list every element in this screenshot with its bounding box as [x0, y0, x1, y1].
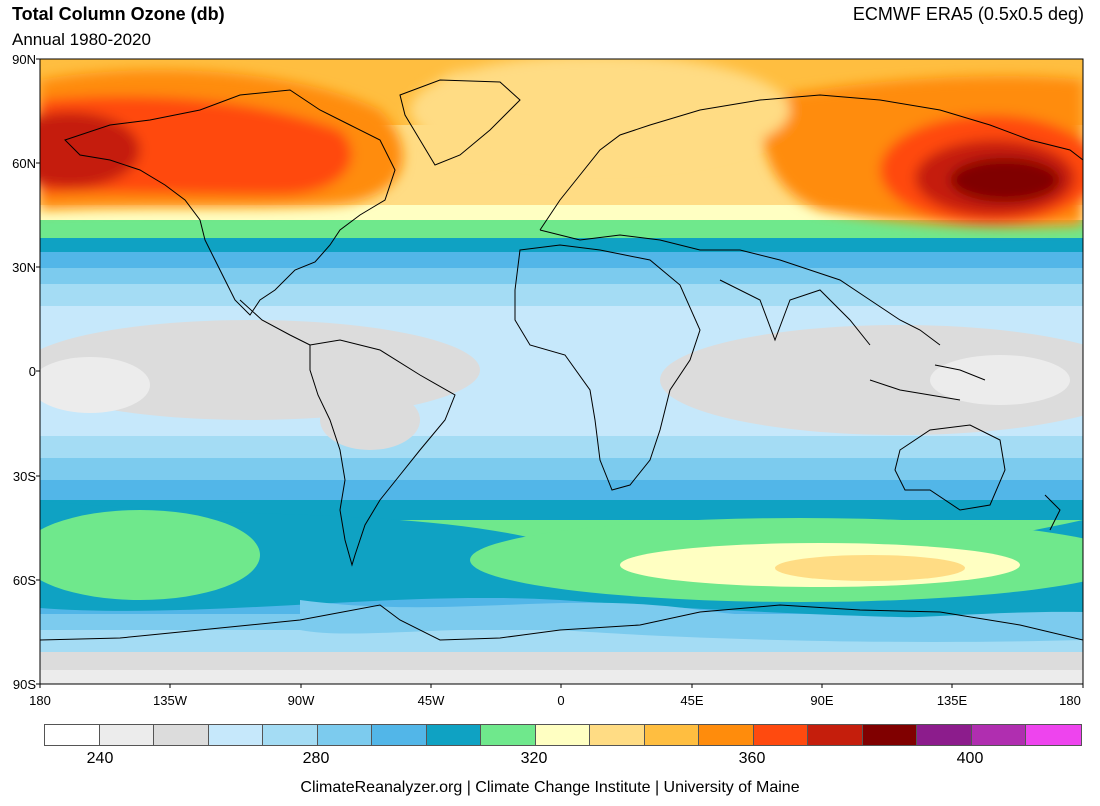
- colorbar-segment: [317, 725, 373, 745]
- lon-label-90e: 90E: [810, 693, 834, 708]
- ozone-field: [40, 59, 1083, 684]
- lon-label-180e: 180: [1059, 693, 1081, 708]
- lon-label-135e: 135E: [936, 693, 968, 708]
- colorbar-segment: [99, 725, 155, 745]
- colorbar-label-400: 400: [956, 750, 984, 767]
- colorbar-segment: [808, 725, 863, 745]
- lon-label-45e: 45E: [680, 693, 704, 708]
- lon-label-90w: 90W: [287, 693, 315, 708]
- lon-label-45w: 45W: [417, 693, 445, 708]
- colorbar-segment: [45, 725, 100, 745]
- coastlines: [40, 79, 1083, 641]
- map-subtitle: Annual 1980-2020: [12, 30, 151, 49]
- lon-label-180w: 180: [29, 693, 51, 708]
- lat-label-30n: 30N: [12, 260, 36, 275]
- colorbar-segment: [699, 725, 754, 745]
- colorbar-label-240: 240: [86, 750, 114, 767]
- lat-label-60s: 60S: [12, 573, 36, 588]
- lon-label-0: 0: [557, 693, 565, 708]
- colorbar-segment: [590, 725, 645, 745]
- map-title: Total Column Ozone (db): [12, 4, 225, 24]
- colorbar-label-320: 320: [520, 750, 548, 767]
- colorbar-segment: [535, 725, 591, 745]
- colorbar: [44, 724, 1082, 746]
- ozone-map: [36, 58, 1084, 688]
- colorbar-segment: [263, 725, 318, 745]
- colorbar-segment: [372, 725, 427, 745]
- footer-credits: ClimateReanalyzer.org | Climate Change I…: [300, 779, 800, 796]
- colorbar-segment: [426, 725, 482, 745]
- colorbar-segment: [481, 725, 536, 745]
- data-source-label: ECMWF ERA5 (0.5x0.5 deg): [852, 4, 1084, 24]
- lon-label-135w: 135W: [153, 693, 187, 708]
- lat-label-90n: 90N: [12, 52, 36, 67]
- axis-ticks: [36, 58, 1084, 688]
- colorbar-label-360: 360: [738, 750, 766, 767]
- colorbar-label-280: 280: [302, 750, 330, 767]
- lat-label-60n: 60N: [12, 156, 36, 171]
- colorbar-segment: [862, 725, 918, 745]
- lat-label-30s: 30S: [12, 469, 36, 484]
- colorbar-segment: [644, 725, 700, 745]
- colorbar-segment: [753, 725, 809, 745]
- colorbar-segment: [917, 725, 972, 745]
- colorbar-segment: [154, 725, 209, 745]
- colorbar-segment: [208, 725, 264, 745]
- lat-label-0: 0: [28, 364, 36, 379]
- colorbar-segment: [971, 725, 1027, 745]
- lat-label-90s: 90S: [12, 677, 36, 692]
- colorbar-segment: [1026, 725, 1081, 745]
